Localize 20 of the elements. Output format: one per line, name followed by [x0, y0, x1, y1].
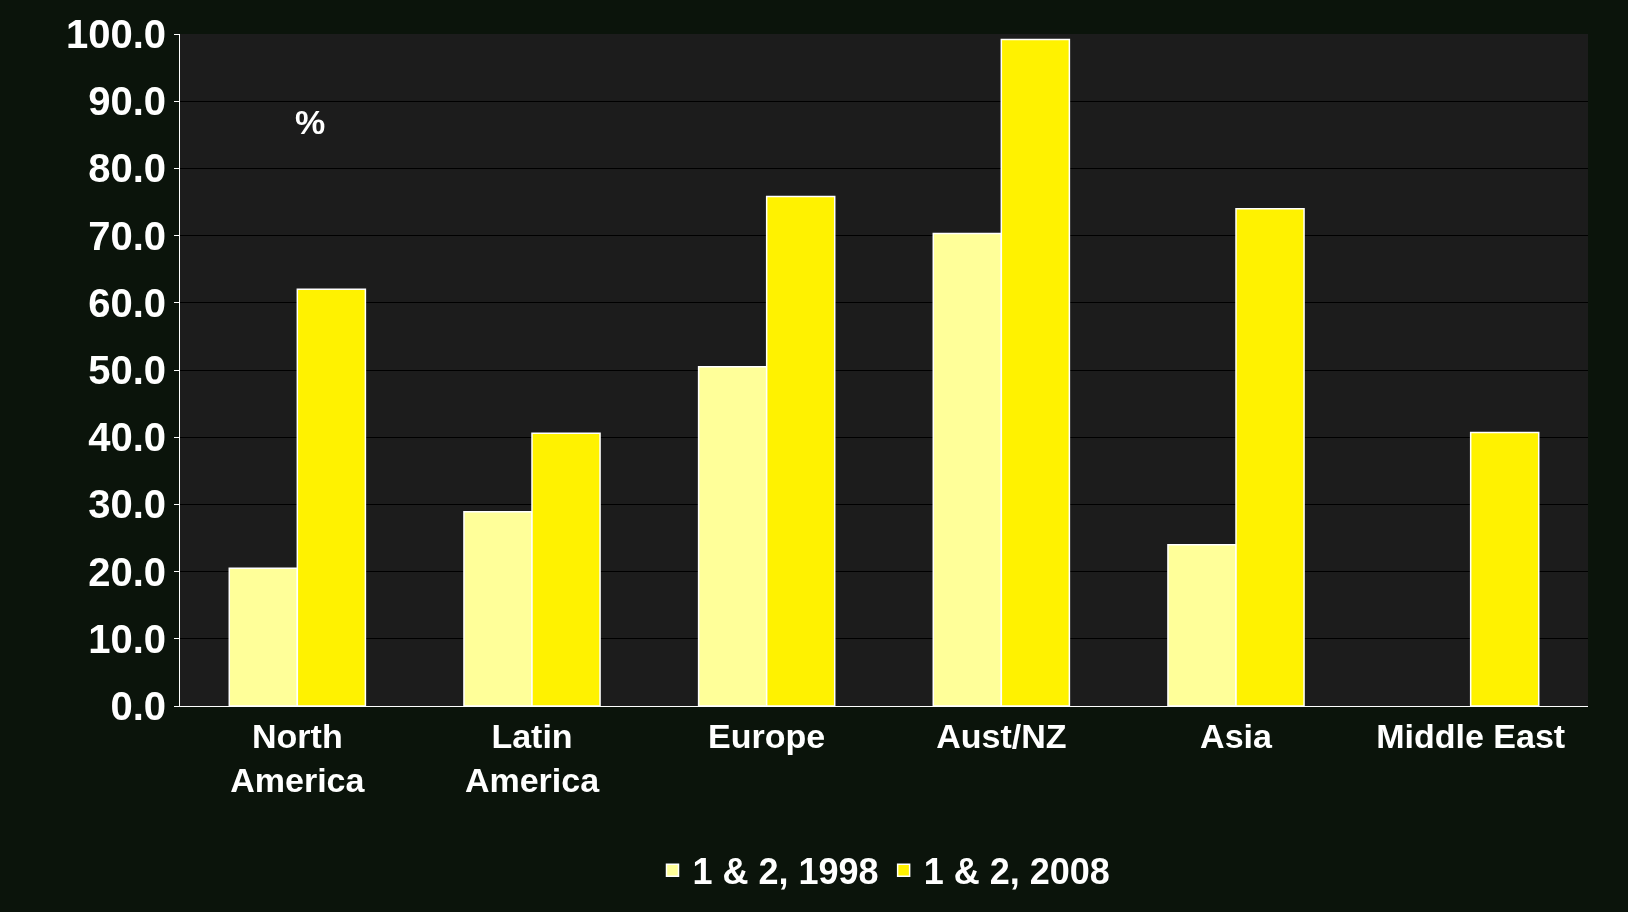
y-tick-label: 100.0 — [65, 12, 166, 56]
x-tick-label: Aust/NZ — [936, 716, 1067, 755]
y-tick-label: 60.0 — [88, 280, 166, 325]
annotation: % — [295, 103, 326, 141]
x-tick-label: Europe — [708, 716, 826, 755]
y-tick-label: 30.0 — [88, 482, 166, 527]
y-tick-label: 20.0 — [88, 549, 166, 594]
x-tick-label: Latin America — [464, 716, 601, 799]
y-tick-label: 80.0 — [88, 146, 166, 191]
y-tick-label: 70.0 — [88, 213, 166, 258]
x-tick-label: Asia — [1200, 716, 1273, 755]
y-tick-label: 50.0 — [88, 348, 166, 392]
y-tick-label: 90.0 — [88, 79, 166, 124]
legend-label: 1 & 2, 1998 — [692, 851, 879, 893]
legend-label: 1 & 2, 2008 — [923, 851, 1110, 893]
x-tick-label: North America — [230, 716, 366, 799]
y-tick-label: 10.0 — [88, 616, 166, 661]
x-tick-label: Middle East — [1376, 716, 1566, 755]
y-tick-label: 40.0 — [88, 415, 166, 460]
y-tick-label: 0.0 — [110, 684, 166, 728]
